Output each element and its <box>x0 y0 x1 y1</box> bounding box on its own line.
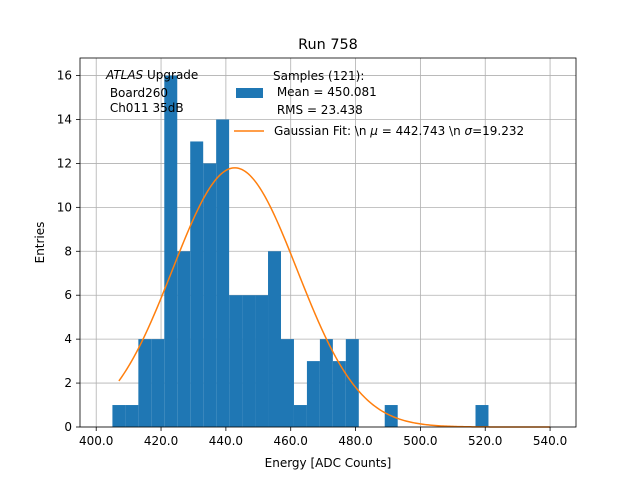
x-tick-label: 400.0 <box>79 434 113 448</box>
x-tick-label: 440.0 <box>209 434 243 448</box>
histogram-bar <box>125 405 139 427</box>
histogram-bar <box>112 405 126 427</box>
legend-fit-label: Gaussian Fit: \n μ = 442.743 \n σ=19.232 <box>274 124 524 138</box>
histogram-bar <box>306 361 320 427</box>
annotation-channel: Ch011 35dB <box>106 101 184 115</box>
y-axis-ticks: 0 2 4 6 8 10 12 14 16 <box>57 69 80 434</box>
legend-hist-label-line2: Mean = 450.081 <box>273 85 377 99</box>
histogram-bar <box>268 251 281 427</box>
x-tick-label: 520.0 <box>468 434 502 448</box>
chart-title: Run 758 <box>298 37 358 53</box>
x-tick-label: 460.0 <box>274 434 308 448</box>
y-tick-label: 6 <box>64 288 72 302</box>
histogram-bar <box>293 405 307 427</box>
legend-fit-mu: μ <box>369 124 378 138</box>
atlas-label: ATLAS <box>105 68 144 82</box>
histogram-bar <box>138 339 152 427</box>
plot-frame <box>79 57 577 428</box>
y-tick-label: 4 <box>64 332 72 346</box>
y-tick-label: 2 <box>64 376 72 390</box>
histogram-bars <box>112 75 489 428</box>
y-tick-label: 12 <box>57 156 72 170</box>
histogram-bar <box>203 163 217 427</box>
histogram-bar <box>190 141 204 427</box>
atlas-annotation: ATLAS Upgrade Board260 Ch011 35dB <box>105 68 198 115</box>
histogram-bar <box>242 295 256 427</box>
legend-hist-label-line1: Samples (121): <box>273 69 364 83</box>
atlas-annotation-title: ATLAS Upgrade <box>105 68 198 82</box>
x-tick-label: 420.0 <box>144 434 178 448</box>
histogram-bar <box>164 75 178 428</box>
y-axis-label: Entries <box>33 222 47 264</box>
y-tick-label: 8 <box>64 244 72 258</box>
x-axis-label: Energy [ADC Counts] <box>265 456 392 470</box>
legend: Samples (121): Mean = 450.081 RMS = 23.4… <box>234 69 524 138</box>
y-tick-label: 14 <box>57 113 72 127</box>
upgrade-label: Upgrade <box>143 68 198 82</box>
x-axis-ticks: 400.0 420.0 440.0 460.0 480.0 500.0 520.0 540.0 <box>79 427 567 448</box>
legend-fit-sigma: σ <box>465 124 473 138</box>
histogram-bar <box>229 295 243 427</box>
histogram-bar <box>280 339 294 427</box>
y-tick-label: 16 <box>57 69 72 83</box>
legend-hist-swatch <box>236 88 263 98</box>
histogram-bar <box>177 251 191 427</box>
histogram-bar <box>255 295 269 427</box>
histogram-bar <box>216 119 230 427</box>
y-tick-label: 10 <box>57 200 72 214</box>
histogram-bar <box>475 405 489 427</box>
annotation-board: Board260 <box>106 86 168 100</box>
legend-fit-pre: Gaussian Fit: \n <box>274 124 370 138</box>
legend-fit-post: =19.232 <box>472 124 524 138</box>
x-tick-label: 480.0 <box>338 434 372 448</box>
x-tick-label: 500.0 <box>403 434 437 448</box>
histogram-bar <box>151 339 165 427</box>
legend-fit-mid: = 442.743 \n <box>378 124 465 138</box>
histogram-bar <box>319 339 333 427</box>
x-tick-label: 540.0 <box>533 434 567 448</box>
legend-hist-label-line3: RMS = 23.438 <box>273 103 363 117</box>
histogram-bar <box>332 361 346 427</box>
y-tick-label: 0 <box>64 420 72 434</box>
